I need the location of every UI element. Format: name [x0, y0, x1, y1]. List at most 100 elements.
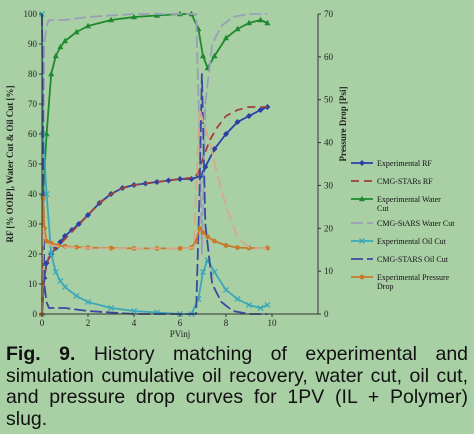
series-point-6 — [197, 225, 202, 231]
y-left-tick-label: 10 — [28, 279, 38, 289]
series-point-0 — [154, 179, 160, 185]
y-left-tick-label: 100 — [24, 9, 38, 19]
y-right-tick-label: 50 — [324, 95, 334, 105]
series-point-2 — [246, 19, 252, 26]
legend-label-2: Cut — [377, 204, 389, 213]
series-point-4 — [199, 268, 207, 276]
series-point-4 — [61, 283, 69, 291]
series-line-5 — [41, 13, 268, 315]
series-line-7 — [41, 107, 268, 315]
y-right-tick-label: 10 — [324, 266, 334, 276]
caption-text: History matching of experimental and sim… — [6, 343, 469, 430]
caption-label: Fig. 9. — [6, 343, 76, 365]
series-point-2 — [234, 25, 241, 32]
x-tick-label: 0 — [40, 318, 45, 328]
series-point-0 — [246, 113, 252, 119]
x-tick-label: 6 — [178, 318, 183, 328]
series-point-4 — [257, 304, 264, 312]
series-point-0 — [257, 107, 264, 113]
series-point-4 — [245, 301, 253, 309]
y-right-tick-label: 40 — [324, 138, 334, 148]
legend-label-6: Drop — [377, 282, 393, 291]
series-point-6 — [40, 195, 46, 201]
legend-label-0: Experimental RF — [377, 159, 432, 168]
x-tick-label: 8 — [224, 318, 229, 328]
series-point-4 — [234, 295, 241, 303]
series-point-4 — [73, 292, 80, 300]
series-point-4 — [84, 298, 92, 306]
legend-marker-4 — [358, 237, 366, 245]
y-left-tick-label: 70 — [28, 99, 38, 109]
series-point-2 — [200, 52, 206, 59]
series-point-6 — [200, 230, 206, 235]
series-line-3 — [41, 13, 268, 315]
series-point-2 — [257, 16, 264, 23]
series-point-2 — [52, 52, 59, 59]
axes-layer: 0 10 20 30 40 50 60 70 80 90 100 0 10 20 30 40 50 60 70 0 2 4… — [5, 9, 348, 339]
series-point-4 — [222, 286, 230, 294]
series-line-1 — [41, 106, 268, 315]
y-left-tick-label: 20 — [28, 249, 38, 259]
series-point-2 — [264, 19, 271, 26]
series-point-4 — [57, 277, 64, 285]
legend-label-5: CMG-STARS Oil Cut — [377, 255, 449, 264]
legend-label-6: Experimental Pressure — [377, 273, 450, 282]
y-right-tick-label: 60 — [324, 52, 334, 62]
series-point-2 — [57, 43, 64, 50]
series-point-2 — [43, 130, 50, 137]
x-axis-label: PVinj — [170, 329, 190, 339]
x-tick-label: 10 — [268, 318, 278, 328]
series-point-2 — [62, 37, 68, 44]
series-point-4 — [107, 304, 115, 312]
legend-label-2: Experimental Water — [377, 195, 441, 204]
y-left-tick-label: 60 — [28, 129, 38, 139]
y-axis-left-label: RF [% OOIP], Water Cut & Oil Cut [%] — [5, 85, 15, 242]
series-point-0 — [211, 146, 218, 152]
series-point-0 — [234, 119, 241, 125]
series-point-6 — [177, 246, 183, 251]
y-left-tick-label: 50 — [28, 159, 38, 169]
series-point-6 — [223, 243, 229, 248]
y-left-tick-label: 80 — [28, 69, 38, 79]
x-tick-label: 4 — [132, 318, 137, 328]
series-point-2 — [73, 28, 80, 35]
legend-marker-6 — [359, 274, 365, 280]
legend-label-1: CMG-STARs RF — [377, 177, 433, 186]
series-point-0 — [223, 131, 229, 137]
y-left-tick-label: 0 — [33, 309, 38, 319]
y-axis-right-label: Pressure Drop [Psi] — [338, 87, 348, 162]
y-right-tick-label: 70 — [324, 9, 334, 19]
plot-area — [42, 14, 318, 314]
series-point-6 — [44, 238, 49, 244]
chart: 0 10 20 30 40 50 60 70 80 90 100 0 10 20 30 40 50 60 70 0 2 4… — [5, 9, 455, 339]
legend: Experimental RF CMG-STARs RF Experimental … — [351, 159, 455, 291]
y-right-tick-label: 0 — [324, 309, 329, 319]
series-point-2 — [223, 34, 229, 41]
series-point-4 — [43, 190, 50, 198]
legend-label-4: Experimental Oil Cut — [377, 237, 447, 246]
series-point-2 — [154, 12, 160, 18]
y-left-tick-label: 90 — [28, 39, 38, 49]
series-point-4 — [48, 250, 55, 258]
legend-marker-0 — [359, 160, 365, 166]
series-point-2 — [48, 70, 55, 77]
series-point-0 — [165, 177, 172, 184]
y-right-tick-label: 20 — [324, 223, 334, 233]
x-tick-label: 2 — [86, 318, 91, 328]
series-point-0 — [177, 176, 183, 182]
series-point-6 — [235, 245, 240, 250]
y-left-tick-label: 40 — [28, 189, 38, 199]
legend-label-3: CMG-StARS Water Cut — [377, 219, 455, 228]
series-point-4 — [130, 307, 138, 315]
figure-caption: Fig. 9. History matching of experimental… — [6, 343, 469, 430]
series-point-4 — [264, 301, 271, 309]
series-point-4 — [211, 268, 218, 276]
series-point-2 — [85, 22, 91, 29]
series-point-2 — [108, 16, 114, 23]
y-right-tick-label: 30 — [324, 180, 334, 190]
series-point-2 — [211, 52, 218, 59]
series-point-6 — [212, 238, 217, 244]
series-point-4 — [52, 268, 59, 276]
series-point-2 — [131, 13, 137, 20]
y-left-tick-label: 30 — [28, 219, 38, 229]
